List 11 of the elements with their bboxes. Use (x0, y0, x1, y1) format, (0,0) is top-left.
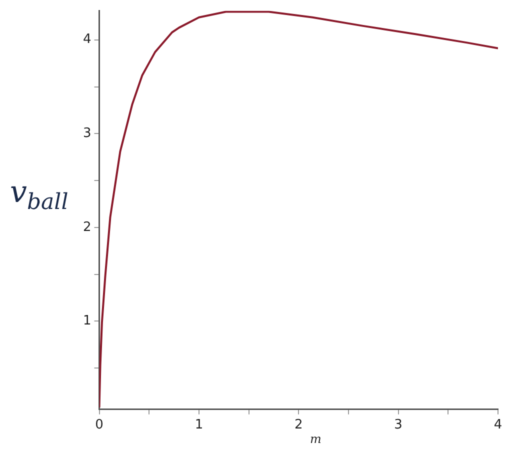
y-tick-label: 2 (82, 220, 92, 235)
x-tick-label: 4 (494, 418, 502, 433)
x-tick-label: 2 (294, 418, 303, 433)
y-axis-title: v$_{ball}$ (10, 175, 68, 215)
y-tick-label: 1 (82, 314, 92, 329)
x-tick-label: 3 (394, 418, 402, 433)
y-tick-label: 3 (82, 126, 92, 142)
x-tick-label: 0 (95, 418, 104, 433)
x-tick-label: 1 (194, 418, 204, 433)
y-tick-label: 4 (82, 32, 92, 48)
x-axis-title: m (310, 432, 322, 446)
